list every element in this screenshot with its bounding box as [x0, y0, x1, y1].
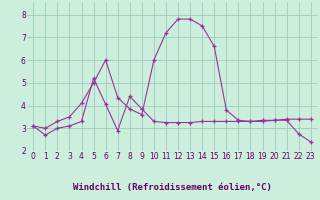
Text: Windchill (Refroidissement éolien,°C): Windchill (Refroidissement éolien,°C): [73, 183, 272, 192]
